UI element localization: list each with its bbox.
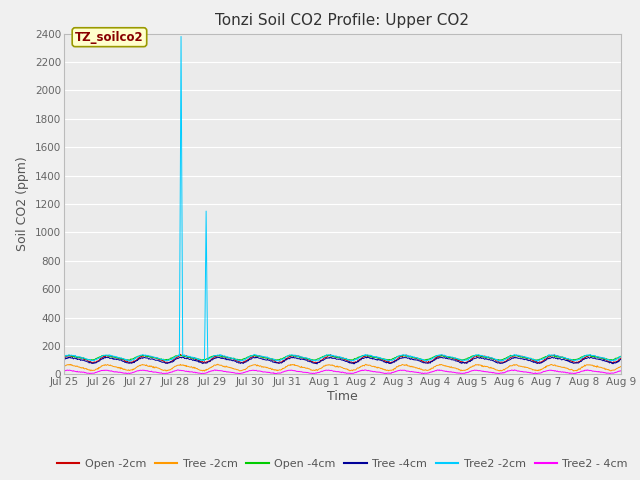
Line: Open -4cm: Open -4cm — [64, 355, 621, 360]
Tree2 - 4cm — [495, 371, 503, 376]
Tree2 -2cm — [286, 352, 294, 358]
Tree2 -2cm — [117, 355, 125, 360]
Open -4cm — [285, 352, 293, 358]
Open -4cm — [60, 354, 68, 360]
Open -4cm — [117, 356, 125, 361]
Open -4cm — [443, 354, 451, 360]
Tree2 - 4cm — [86, 371, 93, 377]
Open -4cm — [459, 358, 467, 363]
Tree2 -2cm — [443, 354, 451, 360]
Tree2 -2cm — [505, 355, 513, 360]
Tree -4cm — [495, 360, 503, 366]
Line: Tree2 -2cm: Tree2 -2cm — [64, 36, 621, 361]
Line: Open -2cm: Open -2cm — [64, 354, 621, 363]
Tree2 - 4cm — [306, 370, 314, 376]
Open -2cm — [617, 355, 625, 361]
Tree -2cm — [617, 364, 625, 370]
Tree -2cm — [117, 365, 125, 371]
Tree2 - 4cm — [617, 368, 625, 374]
Tree2 -2cm — [617, 354, 625, 360]
Open -2cm — [306, 358, 314, 363]
X-axis label: Time: Time — [327, 390, 358, 403]
Open -4cm — [495, 357, 503, 363]
Open -2cm — [350, 360, 358, 366]
Open -2cm — [117, 356, 125, 362]
Open -4cm — [323, 352, 330, 358]
Tree -4cm — [288, 354, 296, 360]
Open -2cm — [444, 354, 451, 360]
Tree2 -2cm — [495, 358, 502, 363]
Open -2cm — [495, 360, 503, 365]
Tree -4cm — [506, 357, 513, 363]
Tree2 -2cm — [534, 359, 541, 364]
Tree2 - 4cm — [286, 367, 294, 373]
Tree -4cm — [313, 361, 321, 367]
Tree -4cm — [306, 359, 314, 365]
Tree2 - 4cm — [60, 368, 68, 373]
Tree -4cm — [617, 357, 625, 362]
Line: Tree2 - 4cm: Tree2 - 4cm — [64, 370, 621, 374]
Tree2 -2cm — [60, 354, 68, 360]
Title: Tonzi Soil CO2 Profile: Upper CO2: Tonzi Soil CO2 Profile: Upper CO2 — [216, 13, 469, 28]
Tree -2cm — [214, 361, 221, 367]
Open -2cm — [60, 355, 68, 361]
Y-axis label: Soil CO2 (ppm): Soil CO2 (ppm) — [17, 156, 29, 252]
Open -2cm — [177, 351, 184, 357]
Open -2cm — [506, 356, 513, 361]
Text: TZ_soilco2: TZ_soilco2 — [75, 31, 144, 44]
Tree -4cm — [285, 355, 293, 361]
Tree -2cm — [287, 362, 294, 368]
Tree2 -2cm — [177, 34, 185, 39]
Line: Tree -2cm: Tree -2cm — [64, 364, 621, 371]
Tree2 - 4cm — [444, 369, 451, 374]
Tree2 -2cm — [306, 356, 314, 362]
Line: Tree -4cm: Tree -4cm — [64, 357, 621, 364]
Tree2 - 4cm — [506, 368, 513, 374]
Tree -2cm — [200, 368, 208, 374]
Tree2 - 4cm — [435, 367, 443, 372]
Open -4cm — [305, 356, 313, 361]
Tree -4cm — [117, 357, 125, 363]
Tree -2cm — [495, 368, 503, 373]
Open -4cm — [506, 353, 513, 359]
Tree -2cm — [60, 363, 68, 369]
Tree -4cm — [60, 357, 68, 363]
Tree -2cm — [506, 363, 513, 369]
Tree2 - 4cm — [118, 370, 125, 375]
Tree -2cm — [307, 367, 314, 372]
Tree -4cm — [444, 356, 451, 361]
Tree -2cm — [444, 363, 451, 369]
Open -2cm — [286, 353, 294, 359]
Open -4cm — [617, 353, 625, 359]
Legend: Open -2cm, Tree -2cm, Open -4cm, Tree -4cm, Tree2 -2cm, Tree2 - 4cm: Open -2cm, Tree -2cm, Open -4cm, Tree -4… — [52, 455, 632, 474]
